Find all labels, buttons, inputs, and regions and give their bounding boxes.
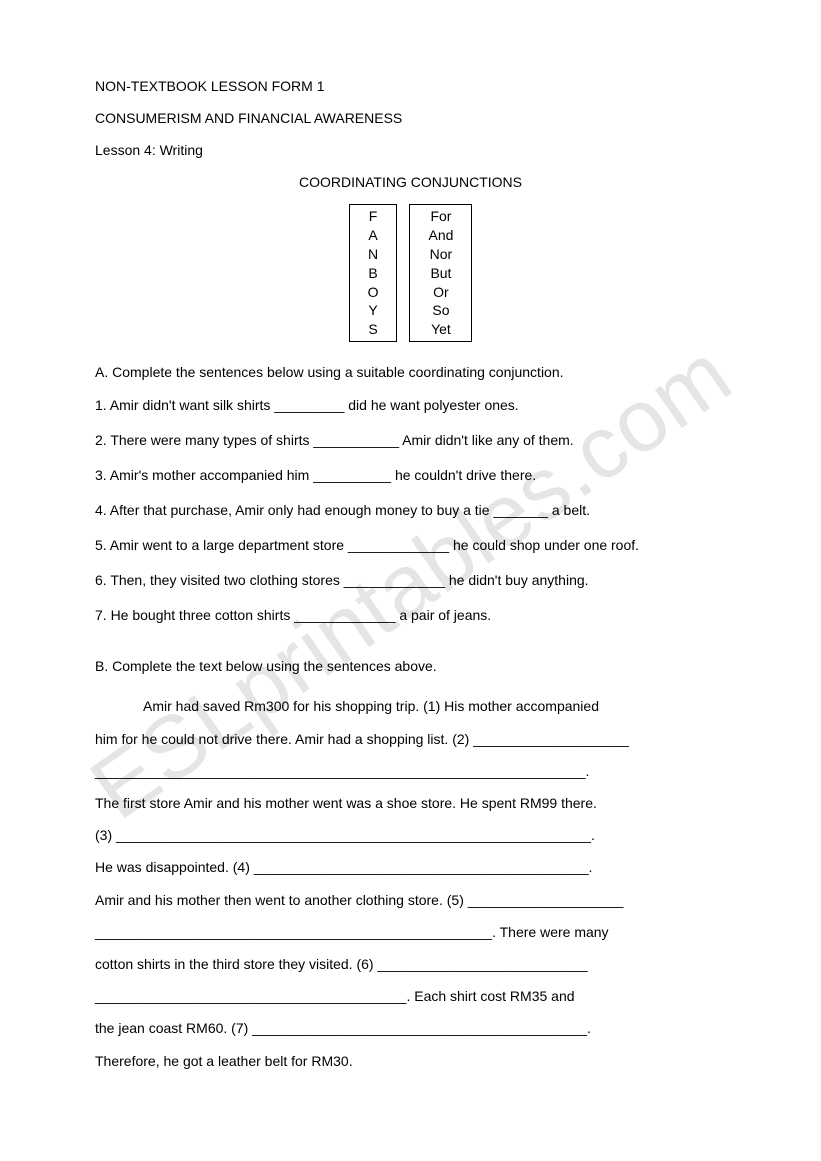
fanboys-letters-column: F A N B O Y S <box>349 204 398 342</box>
fanboys-letter: S <box>368 320 379 339</box>
fanboys-words-column: For And Nor But Or So Yet <box>409 204 472 342</box>
fanboys-letter: F <box>368 207 379 226</box>
header-line-1: NON-TEXTBOOK LESSON FORM 1 <box>95 78 726 94</box>
fanboys-word: Yet <box>428 320 453 339</box>
fanboys-word: For <box>428 207 453 226</box>
question-2: 2. There were many types of shirts _____… <box>95 431 726 450</box>
question-1: 1. Amir didn't want silk shirts ________… <box>95 396 726 415</box>
fanboys-word: So <box>428 301 453 320</box>
worksheet-page: NON-TEXTBOOK LESSON FORM 1 CONSUMERISM A… <box>0 0 821 1117</box>
question-4: 4. After that purchase, Amir only had en… <box>95 501 726 520</box>
section-b-line: the jean coast RM60. (7) _______________… <box>95 1012 726 1044</box>
section-b-line: him for he could not drive there. Amir h… <box>95 723 726 755</box>
fanboys-letter: N <box>368 245 379 264</box>
section-b-line: (3) ____________________________________… <box>95 819 726 851</box>
header-line-3: Lesson 4: Writing <box>95 142 726 158</box>
header-line-2: CONSUMERISM AND FINANCIAL AWARENESS <box>95 110 726 126</box>
fanboys-letter: A <box>368 226 379 245</box>
section-b-line: Amir and his mother then went to another… <box>95 884 726 916</box>
section-b-line: ________________________________________… <box>95 916 726 948</box>
question-5: 5. Amir went to a large department store… <box>95 536 726 555</box>
question-3: 3. Amir's mother accompanied him _______… <box>95 466 726 485</box>
section-b-line: The first store Amir and his mother went… <box>95 787 726 819</box>
section-b-line: He was disappointed. (4) _______________… <box>95 851 726 883</box>
worksheet-title: COORDINATING CONJUNCTIONS <box>95 174 726 190</box>
fanboys-word: And <box>428 226 453 245</box>
section-b-line: cotton shirts in the third store they vi… <box>95 948 726 980</box>
fanboys-letter: B <box>368 264 379 283</box>
section-b-paragraph: Amir had saved Rm300 for his shopping tr… <box>95 690 726 1076</box>
section-b-line: ________________________________________… <box>95 980 726 1012</box>
section-b-instruction: B. Complete the text below using the sen… <box>95 658 726 674</box>
section-b-line: ________________________________________… <box>95 755 726 787</box>
fanboys-letter: O <box>368 283 379 302</box>
fanboys-letter: Y <box>368 301 379 320</box>
fanboys-word: Nor <box>428 245 453 264</box>
fanboys-word: Or <box>428 283 453 302</box>
fanboys-table: F A N B O Y S For And Nor But Or So Yet <box>95 204 726 342</box>
section-a-instruction: A. Complete the sentences below using a … <box>95 364 726 380</box>
section-b-line: Amir had saved Rm300 for his shopping tr… <box>95 690 726 722</box>
section-b-line: Therefore, he got a leather belt for RM3… <box>95 1045 726 1077</box>
question-6: 6. Then, they visited two clothing store… <box>95 571 726 590</box>
question-7: 7. He bought three cotton shirts _______… <box>95 606 726 625</box>
fanboys-word: But <box>428 264 453 283</box>
